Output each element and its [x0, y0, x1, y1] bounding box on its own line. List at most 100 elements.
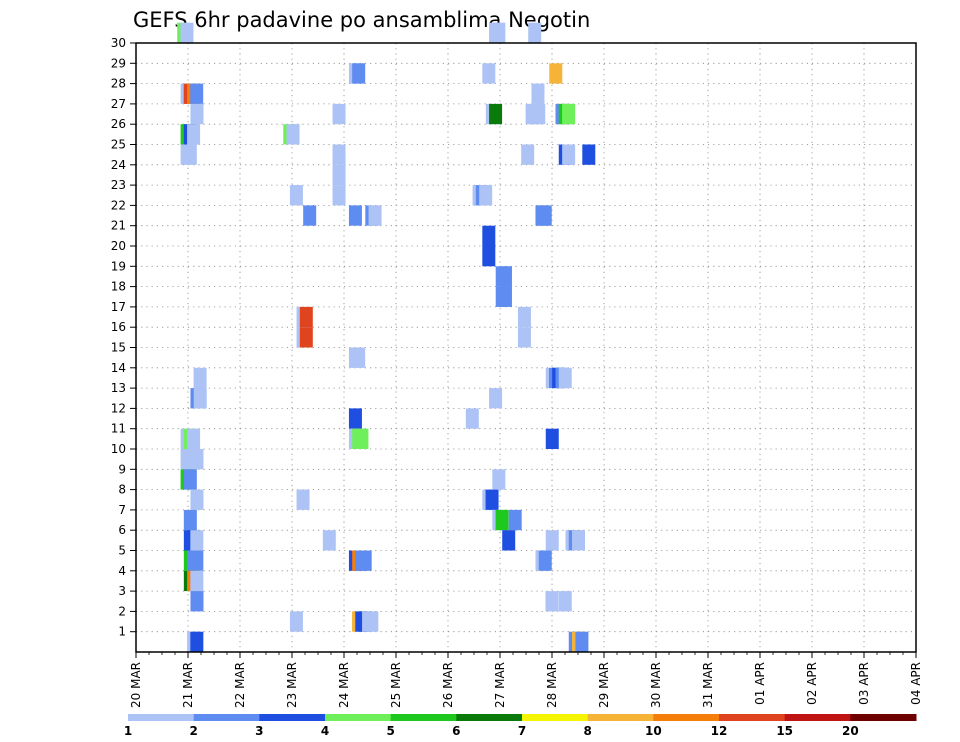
legend-label: 20: [842, 724, 859, 738]
y-tick-label: 2: [118, 604, 126, 618]
x-tick-label: 24 MAR: [337, 662, 351, 708]
x-tick-label: 03 APR: [857, 662, 871, 705]
data-cell: [538, 205, 552, 226]
legend-label: 15: [776, 724, 793, 738]
data-cell: [289, 611, 303, 632]
data-cell: [498, 286, 512, 307]
data-cell: [355, 428, 369, 449]
legend-swatch: [390, 714, 457, 721]
data-cell: [190, 631, 204, 652]
data-cell: [348, 408, 362, 429]
y-tick-label: 12: [111, 401, 126, 415]
chart-title: GEFS 6hr padavine po ansamblima Negotin: [133, 8, 590, 32]
data-cell: [485, 489, 499, 510]
data-cell: [190, 103, 204, 125]
data-cell: [187, 124, 201, 145]
data-cell: [190, 489, 204, 510]
legend-swatch: [784, 714, 851, 721]
y-tick-label: 4: [118, 564, 126, 578]
y-tick-label: 27: [111, 97, 126, 111]
legend-swatch: [587, 714, 654, 721]
legend-label: 5: [386, 724, 394, 738]
y-tick-label: 7: [118, 503, 126, 517]
legend-label: 12: [711, 724, 728, 738]
y-tick-label: 23: [111, 178, 126, 192]
legend-swatch: [653, 714, 720, 721]
y-tick-label: 1: [118, 625, 126, 639]
legend-swatch: [719, 714, 786, 721]
data-cell: [352, 347, 366, 368]
legend-swatch: [128, 714, 195, 721]
x-tick-label: 23 MAR: [285, 662, 299, 708]
color-legend: 1 2 3 4 5 6 7 8 10 12 15 20: [124, 714, 917, 738]
data-cell: [332, 144, 346, 165]
data-cell: [528, 22, 542, 43]
legend-label: 3: [255, 724, 263, 738]
data-cell: [562, 144, 576, 165]
legend-label: 4: [321, 724, 329, 738]
x-tick-label: 22 MAR: [233, 662, 247, 708]
y-tick-label: 3: [118, 584, 126, 598]
x-tick-label: 29 MAR: [597, 662, 611, 708]
data-cell: [517, 306, 531, 328]
y-tick-label: 29: [111, 56, 126, 70]
y-tick-label: 17: [111, 300, 126, 314]
legend-label: 6: [452, 724, 460, 738]
y-tick-label: 26: [111, 117, 126, 131]
y-tick-label: 8: [118, 483, 126, 497]
data-cell: [365, 611, 379, 632]
y-tick-label: 28: [111, 77, 126, 91]
data-cell: [303, 205, 317, 226]
data-cell: [183, 509, 197, 531]
data-cell: [193, 367, 207, 389]
legend-swatch: [456, 714, 523, 721]
data-cell: [495, 509, 509, 531]
data-cell: [558, 591, 572, 612]
data-cell: [482, 246, 496, 267]
data-cell: [190, 449, 204, 470]
x-tick-label: 04 APR: [909, 662, 923, 705]
data-cell: [190, 530, 204, 551]
data-cell: [492, 469, 506, 490]
data-cell: [498, 266, 512, 287]
y-tick-label: 24: [111, 158, 126, 172]
data-cell: [572, 530, 586, 551]
data-cell: [187, 428, 201, 449]
data-cell: [482, 63, 496, 84]
data-cell: [489, 388, 503, 409]
legend-label: 1: [124, 724, 132, 738]
legend-label: 7: [518, 724, 526, 738]
y-axis: 1234567891011121314151617181920212223242…: [111, 36, 136, 639]
data-cell: [549, 63, 563, 84]
data-cell: [180, 22, 194, 43]
data-cell: [562, 103, 576, 125]
data-cell: [368, 205, 382, 226]
data-cell: [332, 103, 346, 125]
data-cell: [183, 144, 197, 165]
data-cell: [517, 327, 531, 348]
data-cell: [286, 124, 300, 145]
y-tick-label: 21: [111, 219, 126, 233]
data-cell: [190, 591, 204, 612]
y-tick-label: 15: [111, 341, 126, 355]
data-cell: [531, 83, 545, 104]
legend-swatch: [850, 714, 917, 721]
data-cell: [521, 144, 535, 165]
data-cell: [538, 550, 552, 571]
data-cell: [508, 509, 522, 531]
legend-swatch: [522, 714, 589, 721]
data-cell: [489, 103, 503, 125]
data-cell: [299, 327, 313, 348]
legend-label: 8: [583, 724, 591, 738]
y-tick-label: 20: [111, 239, 126, 253]
x-tick-label: 25 MAR: [389, 662, 403, 708]
data-cell: [322, 530, 336, 551]
data-cell: [332, 164, 346, 186]
data-cell: [582, 144, 596, 165]
y-tick-label: 25: [111, 138, 126, 152]
data-cell: [532, 103, 546, 125]
data-cell: [190, 550, 204, 571]
y-tick-label: 6: [118, 523, 126, 537]
data-cell: [492, 22, 506, 43]
